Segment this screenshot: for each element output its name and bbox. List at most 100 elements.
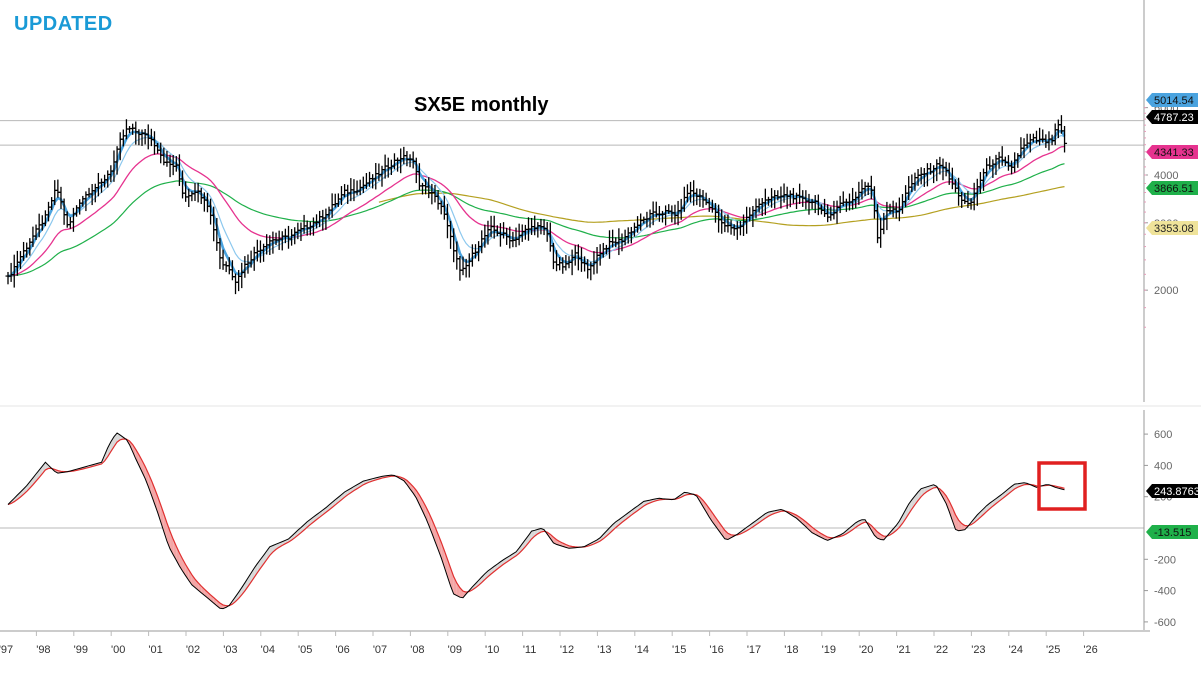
macd-fill [297,527,301,536]
time-tick-label: '08 [410,644,424,656]
price-value-tag-text: 4341.33 [1154,147,1194,159]
time-tick-label: '23 [971,644,985,656]
osc-tick-label: 600 [1154,429,1172,441]
macd-fill [531,530,535,539]
macd-fill [805,521,809,530]
macd-fill [110,436,114,452]
updated-label: UPDATED [14,13,113,35]
osc-value-tag: 243.8763 [1146,484,1200,498]
price-value-tag-text: 3353.08 [1154,223,1194,235]
osc-value-tag-text: 243.8763 [1154,486,1200,498]
macd-fill [45,462,49,470]
time-tick-label: '12 [560,644,574,656]
macd-fill [338,494,342,503]
macd-fill [17,492,21,500]
macd-fill [132,444,136,459]
macd-fill [924,486,928,494]
macd-fill [288,536,292,543]
macd-fill [983,505,987,515]
macd-fill [138,454,143,472]
time-tick-label: '22 [934,644,948,656]
price-value-tag-text: 3866.51 [1154,183,1194,195]
time-tick-label: '24 [1009,644,1023,656]
time-tick-label: '19 [822,644,836,656]
price-value-tag: 4787.23 [1146,110,1198,124]
macd-fill [796,515,800,521]
price-panel [0,115,1144,295]
price-tick-label: 2000 [1154,285,1178,297]
time-tick-label: '99 [74,644,88,656]
chart-title: SX5E monthly [414,94,549,116]
osc-tick-label: 400 [1154,460,1172,472]
price-value-tag-box [1146,221,1198,235]
macd-fill [749,522,753,529]
macd-fill [219,602,224,609]
time-tick-label: '04 [261,644,275,656]
macd-fill [537,528,541,534]
macd-fill [877,531,881,540]
time-tick-label: '21 [896,644,910,656]
macd-fill [244,577,248,591]
price-value-tag: 5014.54 [1146,93,1198,107]
osc-tick-label: -200 [1154,554,1176,566]
price-value-tag-box [1146,110,1198,124]
macd-fill [556,539,560,546]
macd-fill [896,521,900,531]
time-tick-label: '01 [148,644,162,656]
macd-fill [160,504,164,532]
macd-fill [955,514,959,531]
price-value-tag-text: 4787.23 [1154,112,1194,124]
macd-fill [453,576,457,596]
macd-fill [902,509,906,524]
macd-line [7,432,1065,610]
price-value-tag-text: 5014.54 [1154,95,1194,107]
macd-fill [32,474,37,485]
macd-fill [643,500,647,506]
price-value-tag-box [1146,93,1198,107]
price-value-tag-box [1146,145,1198,159]
macd-fill [1017,483,1021,488]
osc-tick-label: -600 [1154,617,1176,629]
time-tick-label: '00 [111,644,125,656]
macd-fill [1005,488,1009,497]
macd-fill [946,495,950,512]
macd-fill [247,572,252,587]
macd-fill [29,477,33,489]
macd-fill [300,524,305,533]
macd-fill [746,525,750,531]
axes: 6000400030002000600400200-200-400-600'97… [0,0,1201,656]
time-tick-label: '26 [1083,644,1097,656]
price-value-tag-box [1146,181,1198,195]
highlight-box [1037,461,1087,511]
macd-fill [550,534,554,543]
time-tick-label: '11 [523,644,537,656]
macd-fill [413,486,417,499]
time-tick-label: '09 [448,644,462,656]
time-tick-label: '16 [709,644,723,656]
time-tick-label: '07 [373,644,387,656]
macd-fill [456,583,460,598]
ohlc-bar [1062,125,1068,153]
macd-fill [525,535,529,547]
macd-fill [802,519,806,527]
price-value-tag: 3866.51 [1146,181,1198,195]
time-tick-label: '25 [1046,644,1060,656]
macd-fill [163,513,167,542]
time-tick-label: '98 [36,644,50,656]
price-value-tag: 4341.33 [1146,145,1198,159]
time-tick-label: '10 [485,644,499,656]
macd-fill [762,513,766,521]
time-tick-label: '20 [859,644,873,656]
macd-fill [195,579,199,591]
macd-fill [893,525,897,534]
macd-fill [135,449,139,466]
time-tick-label: '15 [672,644,686,656]
macd-fill [974,514,978,523]
time-tick-label: '03 [223,644,237,656]
macd-fill [593,539,598,544]
macd-fill [846,528,850,534]
osc-tick-label: -400 [1154,586,1176,598]
osc-value-tag-box [1146,484,1198,498]
macd-fill [39,466,43,478]
